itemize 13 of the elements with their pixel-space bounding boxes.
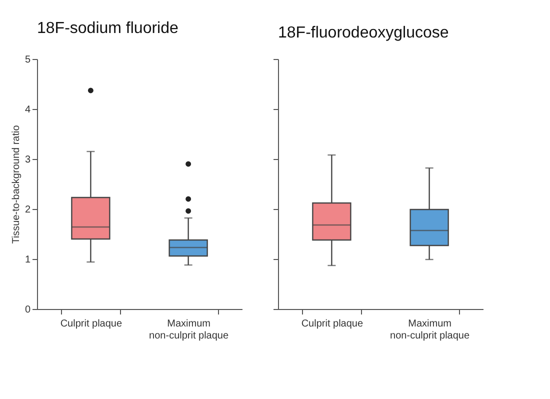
x-tick-label: Maximum non-culprit plaque — [149, 318, 229, 342]
x-tick-label: Culprit plaque — [301, 318, 364, 330]
chart-title: 18F-fluorodeoxyglucose — [278, 24, 449, 42]
y-tick-label: 3 — [24, 154, 31, 166]
y-axis-title: Tissue-to-background ratio — [10, 124, 22, 244]
x-tick-label: Maximum non-culprit plaque — [390, 318, 470, 342]
y-tick-label: 2 — [24, 204, 31, 216]
y-tick-label: 0 — [24, 304, 31, 316]
y-tick-label: 4 — [24, 104, 31, 116]
y-tick-label: 1 — [24, 254, 31, 266]
chart-title: 18F-sodium fluoride — [37, 20, 178, 37]
y-tick-label: 5 — [24, 54, 31, 66]
x-tick-label: Culprit plaque — [60, 318, 122, 330]
